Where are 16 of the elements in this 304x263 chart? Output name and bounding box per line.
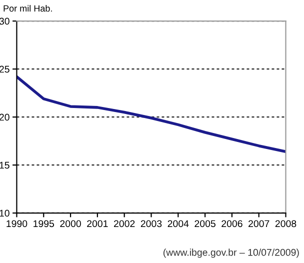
y-tick-label: 15 bbox=[0, 162, 10, 169]
x-tick-label: 2007 bbox=[248, 220, 270, 228]
x-tick-label: 2003 bbox=[140, 220, 162, 228]
x-tick-label: 2002 bbox=[114, 220, 135, 228]
x-tick-label: 1990 bbox=[6, 220, 28, 228]
y-tick-label: 10 bbox=[0, 210, 10, 217]
x-tick-label: 2008 bbox=[275, 220, 296, 228]
x-tick-label: 2000 bbox=[60, 220, 81, 228]
y-axis-title: Por mil Hab. bbox=[4, 4, 52, 12]
x-tick-label: 2005 bbox=[194, 220, 216, 228]
text: (www.ibge.gov.br – 10/07/2009) bbox=[163, 248, 299, 258]
x-tick-label: 2004 bbox=[168, 220, 189, 228]
line-series bbox=[16, 75, 286, 153]
x-tick-label: 1995 bbox=[34, 220, 54, 228]
x-tick-label: 2006 bbox=[222, 220, 242, 228]
x-tick-label: 2001 bbox=[87, 220, 108, 228]
